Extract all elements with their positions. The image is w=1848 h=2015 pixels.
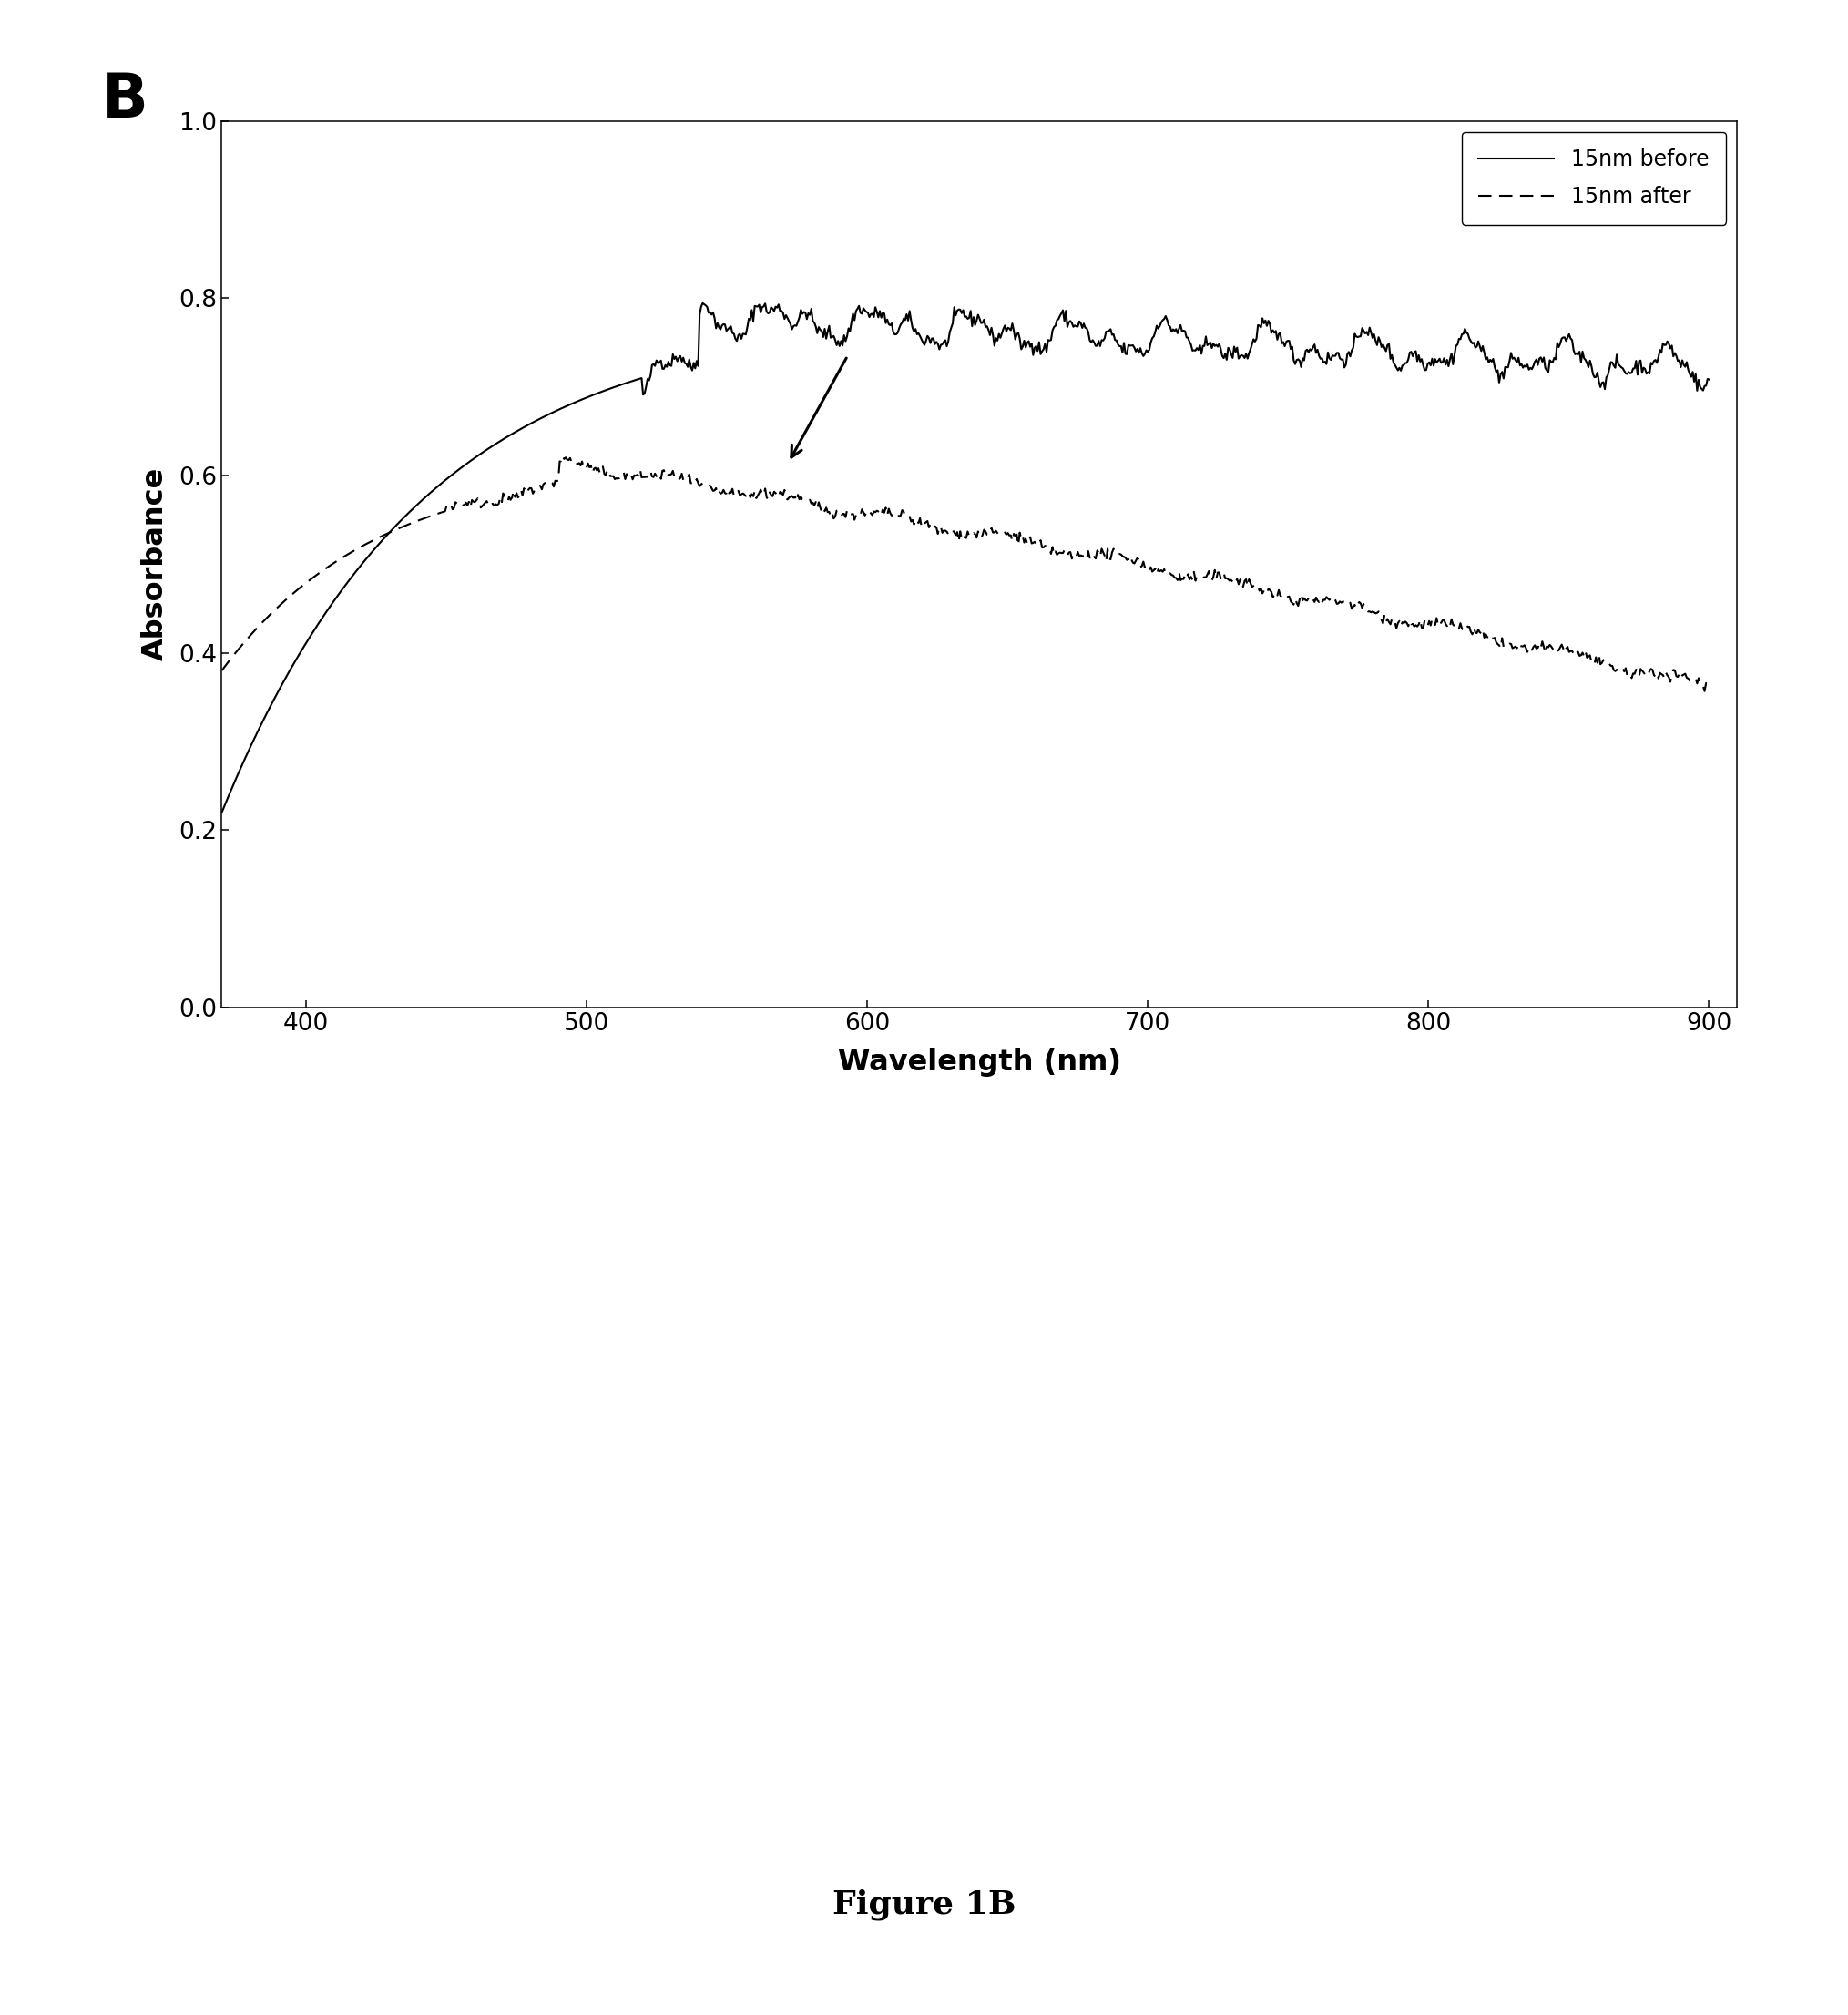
15nm before [1399,341,1421,365]
15nm after [211,659,233,683]
15nm before [813,316,835,341]
15nm before [1371,332,1393,357]
15nm after [867,500,889,524]
15nm after [1698,675,1720,699]
15nm before [362,538,384,562]
Text: B: B [102,71,148,131]
Line: 15nm after: 15nm after [222,455,1709,691]
X-axis label: Wavelength (nm): Wavelength (nm) [837,1048,1122,1076]
15nm before [867,304,889,328]
Text: Figure 1B: Figure 1B [832,1888,1016,1920]
Line: 15nm before: 15nm before [222,302,1709,812]
15nm after [362,528,384,552]
15nm after [551,443,573,467]
15nm before [211,800,233,824]
15nm before [691,290,713,314]
15nm before [1233,347,1255,371]
15nm after [813,500,835,524]
15nm after [1399,609,1421,633]
15nm after [1371,611,1393,635]
15nm after [1233,568,1255,592]
15nm after [1693,679,1715,703]
Y-axis label: Absorbance: Absorbance [140,467,168,661]
Legend: 15nm before, 15nm after: 15nm before, 15nm after [1462,131,1726,226]
15nm before [1698,367,1720,391]
